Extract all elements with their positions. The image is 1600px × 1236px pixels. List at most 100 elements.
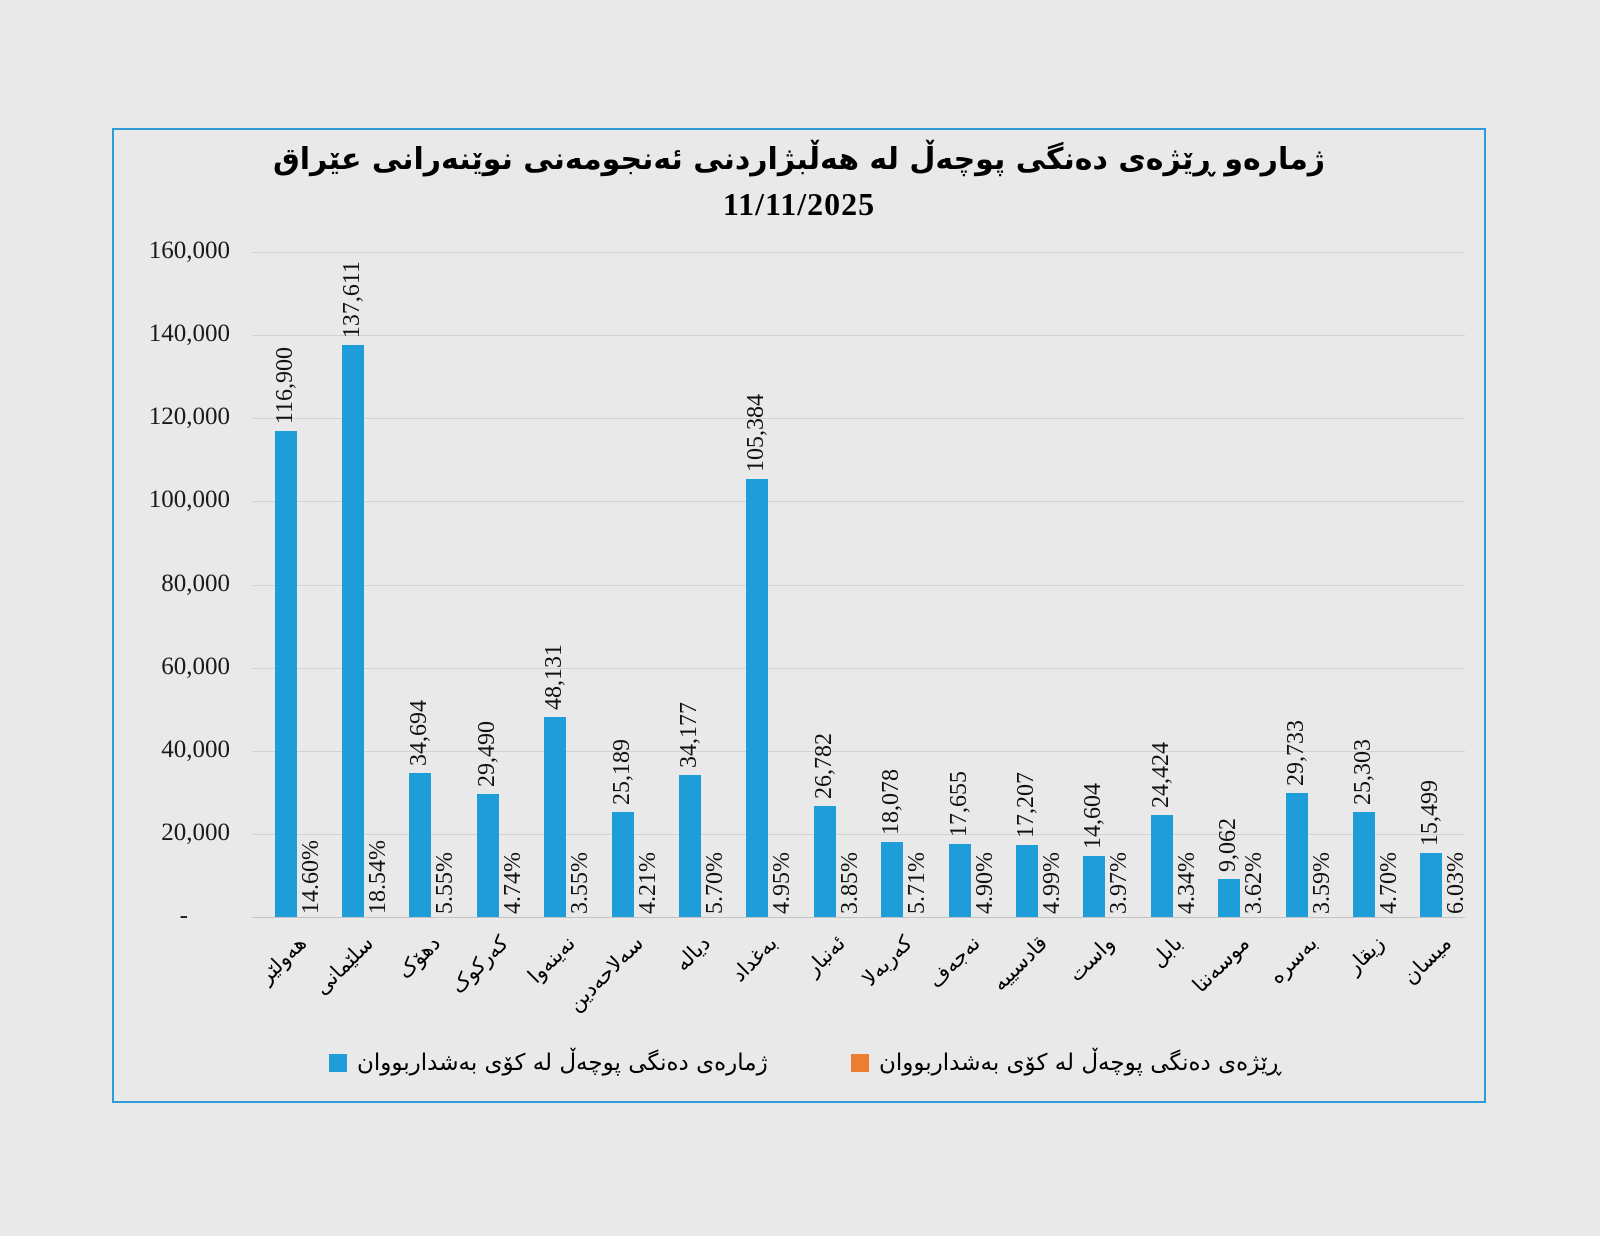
bar-percent-label: 14.60% (297, 840, 324, 914)
bar-percent-label: 5.70% (702, 852, 729, 914)
bar-percent-label: 18.54% (365, 840, 392, 914)
bar (881, 842, 904, 917)
legend-label-count: ژمارەی دەنگی پوچەڵ لە کۆی بەشداربووان (357, 1050, 768, 1076)
bar-percent-label: 3.97% (1106, 852, 1133, 914)
bar-percent-label: 4.74% (499, 852, 526, 914)
bar-value-label: 29,733 (1282, 720, 1309, 786)
bar-percent-label: 4.95% (769, 852, 796, 914)
y-tick-label: 40,000 (161, 735, 230, 763)
bar (679, 775, 702, 917)
bar-value-label: 17,207 (1012, 772, 1039, 838)
bar (1218, 879, 1241, 917)
bar-percent-label: 3.62% (1241, 852, 1268, 914)
x-category-label: زیقار (1341, 931, 1389, 979)
bar-value-label: 14,604 (1080, 783, 1107, 849)
bar (1285, 793, 1308, 917)
bar-percent-label: 4.34% (1173, 852, 1200, 914)
bar-value-label: 18,078 (878, 769, 905, 835)
bar-value-label: 24,424 (1147, 742, 1174, 808)
bar (342, 345, 365, 917)
plot-area: 116,900 14.60% 137,611 18.54% 34,694 5.55% 29,… (252, 252, 1469, 918)
bar (1352, 812, 1375, 917)
bar (1150, 815, 1173, 917)
x-category-label: کەربەلا (857, 931, 918, 991)
bar (476, 794, 499, 917)
y-tick-label: 160,000 (148, 237, 230, 264)
x-category-label: واست (1064, 931, 1120, 987)
legend-label-percent: ڕێژەی دەنگی پوچەڵ لە کۆی بەشداربووان (879, 1050, 1282, 1076)
bar-percent-label: 3.59% (1308, 852, 1335, 914)
bar (813, 806, 836, 917)
chart-title-block: ژمارەو ڕێژەی دەنگی پوچەڵ لە هەڵبژاردنی ئ… (114, 138, 1484, 226)
x-category-label: میسان (1398, 931, 1457, 990)
bar-value-label: 137,611 (339, 260, 366, 338)
x-category-label: ئەنبار (800, 931, 850, 981)
bar-percent-label: 4.99% (1038, 852, 1065, 914)
legend-swatch-blue (329, 1054, 347, 1072)
x-category-label: نەجەف (922, 931, 985, 993)
gridline (252, 584, 1465, 586)
gridline (252, 667, 1465, 669)
bar-percent-label: 3.55% (567, 852, 594, 914)
bar (409, 773, 432, 917)
bar-value-label: 105,384 (743, 394, 770, 472)
gridline (252, 833, 1465, 835)
bar-value-label: 25,189 (608, 739, 635, 805)
bar (611, 812, 634, 917)
bar-value-label: 17,655 (945, 771, 972, 837)
x-category-label: قادسییە (987, 931, 1052, 996)
bar (1015, 845, 1038, 917)
x-category-label: بابل (1145, 931, 1187, 973)
bar (948, 844, 971, 917)
y-tick-label: 100,000 (148, 486, 230, 514)
bar-value-label: 34,694 (406, 700, 433, 766)
bar (1420, 853, 1443, 917)
x-category-label: نەینەوا (523, 931, 581, 988)
gridline (252, 501, 1465, 503)
y-tick-label: 20,000 (161, 818, 230, 846)
x-category-label: سلێمانی (309, 931, 379, 1000)
bar-value-label: 9,062 (1215, 818, 1242, 872)
bar-percent-label: 5.55% (432, 852, 459, 914)
x-category-label: موسەننا (1187, 931, 1255, 998)
x-category-label: بەغداد (727, 931, 783, 987)
bar-percent-label: 3.85% (836, 852, 863, 914)
bar-percent-label: 4.70% (1375, 852, 1402, 914)
x-axis-category-labels: هەولێر سلێمانی دهۆک کەرکوک نەینەوا سەلاحەدین د… (114, 917, 1484, 1047)
y-tick-label: 80,000 (161, 569, 230, 597)
bar-value-label: 29,490 (473, 721, 500, 787)
gridline (252, 252, 1465, 253)
bar-value-label: 116,900 (271, 346, 298, 424)
bar-percent-label: 4.21% (634, 852, 661, 914)
gridline (252, 418, 1465, 420)
chart-title: ژمارەو ڕێژەی دەنگی پوچەڵ لە هەڵبژاردنی ئ… (272, 142, 1326, 177)
bar-value-label: 48,131 (541, 644, 568, 710)
bar-value-label: 25,303 (1349, 739, 1376, 805)
chart-frame: ژمارەو ڕێژەی دەنگی پوچەڵ لە هەڵبژاردنی ئ… (112, 128, 1486, 1103)
y-tick-label: 60,000 (161, 652, 230, 680)
x-category-label: دهۆک (393, 931, 446, 984)
bar (544, 717, 567, 917)
bar-percent-label: 5.71% (904, 852, 931, 914)
bar (274, 431, 297, 917)
chart-legend: ژمارەی دەنگی پوچەڵ لە کۆی بەشداربووان ڕێ… (114, 1046, 1484, 1086)
y-tick-label: 140,000 (148, 320, 230, 348)
y-tick-label: 120,000 (148, 403, 230, 431)
bar-percent-label: 6.03% (1443, 852, 1470, 914)
gridline (252, 335, 1465, 337)
y-tick-label: - (179, 902, 188, 929)
x-category-label: کەرکوک (445, 931, 513, 999)
bar-value-label: 26,782 (810, 733, 837, 799)
bar-percent-label: 4.90% (971, 852, 998, 914)
legend-item-count: ژمارەی دەنگی پوچەڵ لە کۆی بەشداربووان (329, 1046, 768, 1080)
x-category-label: دیالە (670, 931, 715, 976)
bar-value-label: 15,499 (1417, 780, 1444, 846)
x-axis-baseline (252, 917, 1465, 918)
gridline (252, 750, 1465, 752)
legend-swatch-orange (851, 1054, 869, 1072)
x-category-label: هەولێر (253, 931, 311, 989)
legend-item-percent: ڕێژەی دەنگی پوچەڵ لە کۆی بەشداربووان (851, 1046, 1281, 1080)
x-category-label: سەلاحەدین (562, 931, 648, 1017)
chart-subtitle-date: 11/11/2025 (722, 186, 876, 222)
